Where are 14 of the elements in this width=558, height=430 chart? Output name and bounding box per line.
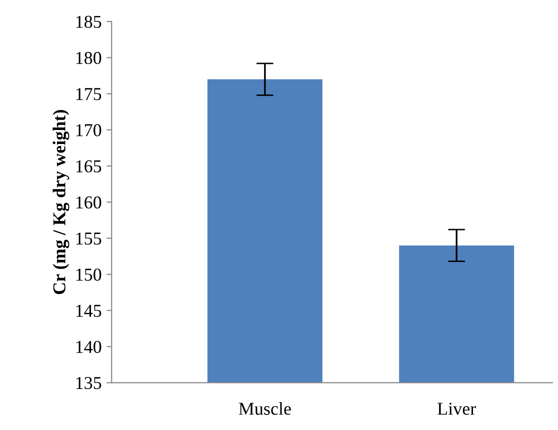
y-tick-label: 165 — [76, 160, 102, 172]
y-tick-label: 155 — [76, 232, 102, 245]
y-tick-label: 150 — [76, 268, 102, 281]
y-tick-label: 170 — [76, 124, 102, 136]
y-tick-label: 145 — [76, 304, 102, 317]
x-tick-label: Liver — [438, 402, 476, 415]
y-tick-label: 160 — [76, 196, 102, 209]
y-tick-label: 135 — [76, 377, 102, 390]
y-tick-label: 175 — [76, 88, 102, 100]
y-axis-title: Cr (mg / Kg dry weight) — [52, 110, 70, 294]
y-tick-label: 140 — [76, 340, 102, 354]
x-tick-label: Muscle — [238, 402, 291, 415]
y-tick-label: 185 — [76, 16, 102, 28]
y-tick-label: 180 — [76, 52, 102, 64]
